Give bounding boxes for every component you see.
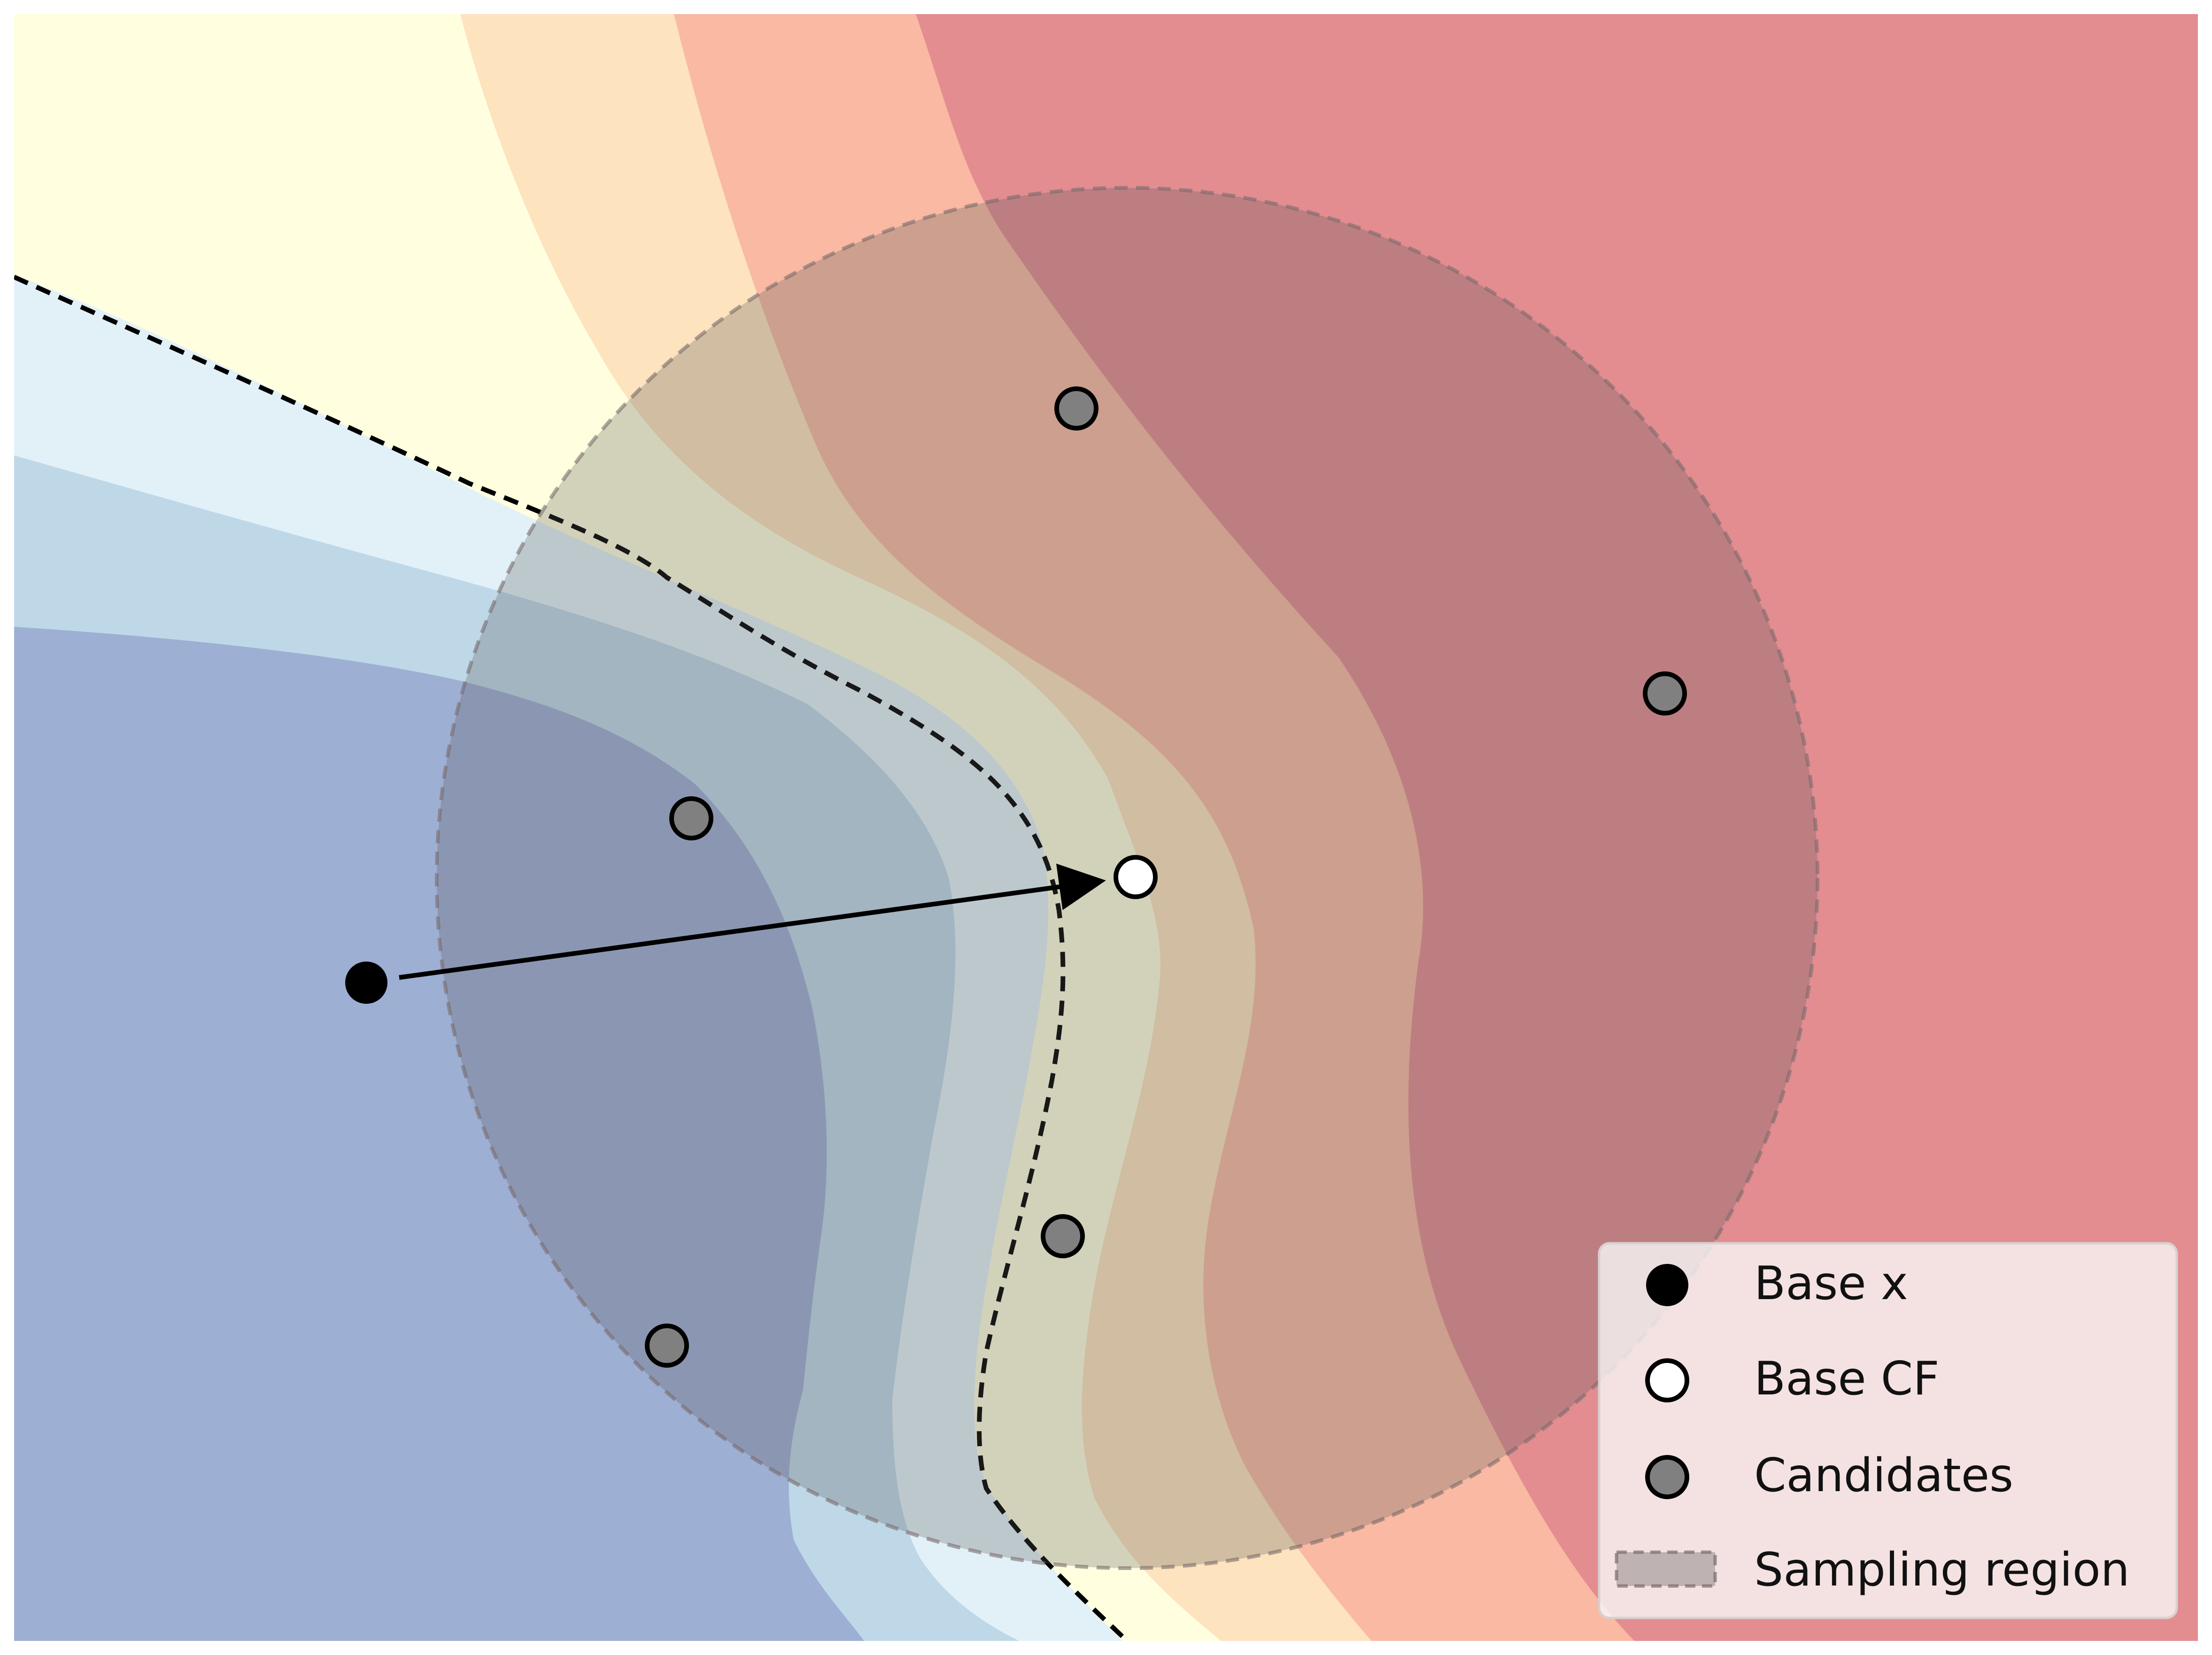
candidate-point: [1054, 386, 1098, 431]
plot-area: [14, 14, 2198, 1641]
legend-label-base-x: Base x: [1754, 1257, 1908, 1310]
base-x-point: [345, 962, 387, 1004]
candidate-point: [1643, 671, 1687, 716]
contour-region-dark-blue: [14, 627, 864, 1641]
candidate-point: [1041, 1214, 1085, 1258]
legend: Base x Base CF Candidates Sampling regio…: [1598, 1242, 2178, 1619]
counterfactual-arrow: [399, 863, 1106, 980]
legend-label-base-cf: Base CF: [1754, 1352, 1940, 1406]
base-cf-point: [1114, 855, 1158, 899]
legend-marker-sampling-region: [1615, 1550, 1717, 1588]
candidate-point: [669, 796, 713, 840]
decision-boundary-line: [14, 275, 1129, 1641]
legend-marker-base-cf: [1645, 1358, 1689, 1402]
legend-box: [1598, 1242, 2178, 1619]
legend-label-candidates: Candidates: [1754, 1449, 2013, 1502]
candidate-point: [645, 1324, 689, 1368]
legend-marker-base-x: [1646, 1264, 1688, 1306]
legend-label-sampling-region: Sampling region: [1754, 1543, 2130, 1597]
legend-marker-candidates: [1645, 1455, 1689, 1499]
